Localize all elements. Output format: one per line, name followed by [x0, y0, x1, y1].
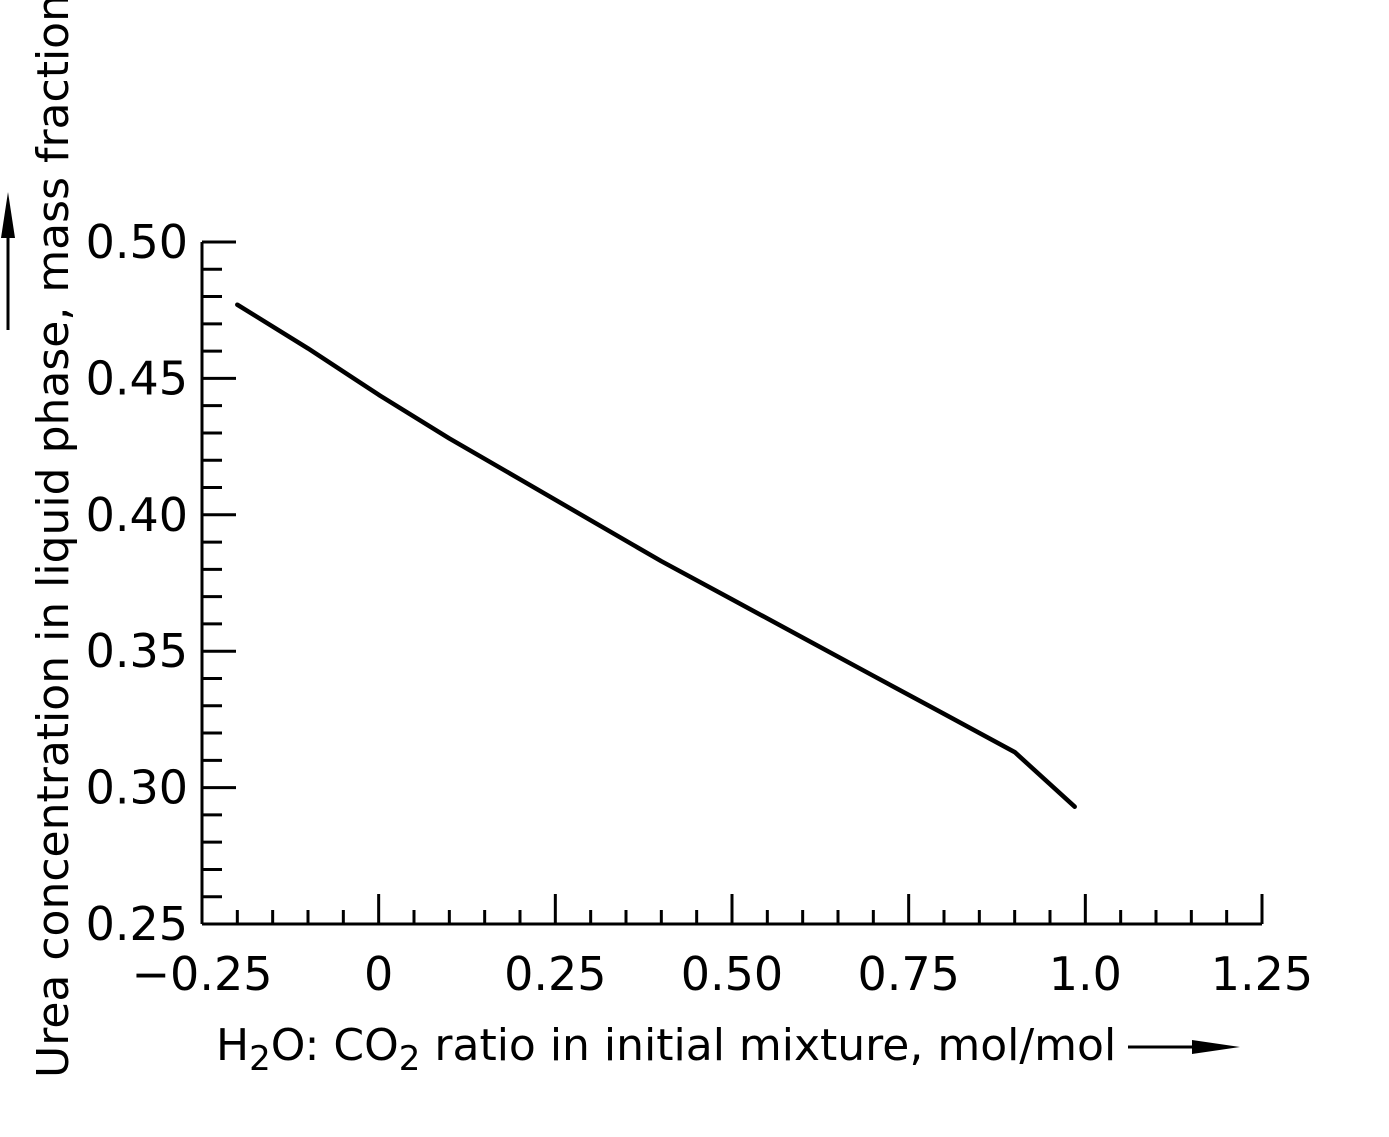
x-tick-label: 0.50 — [681, 947, 783, 1001]
series-layer — [235, 302, 1077, 809]
x-axis-arrow-icon — [1128, 1040, 1240, 1054]
x-tick-label: 1.0 — [1049, 947, 1122, 1001]
x-axis-label-subscript: 2 — [399, 1039, 421, 1079]
x-tick-label: 0.75 — [857, 947, 959, 1001]
y-tick-label: 0.45 — [86, 351, 188, 405]
x-axis-label-part: O: CO — [271, 1020, 399, 1071]
x-tick-label: 1.25 — [1211, 947, 1313, 1001]
y-tick-label: 0.35 — [86, 624, 188, 678]
y-tick-label: 0.50 — [86, 215, 188, 269]
series-line — [235, 302, 1077, 809]
x-tick-label: 0.25 — [504, 947, 606, 1001]
x-axis-label-part: H — [216, 1020, 249, 1071]
y-tick-label: 0.30 — [86, 761, 188, 815]
x-tick-label: 0 — [364, 947, 393, 1001]
x-tick-label: −0.25 — [132, 947, 273, 1001]
y-tick-label: 0.25 — [86, 897, 188, 951]
y-axis-label: Urea concentration in liquid phase, mass… — [28, 0, 79, 1078]
y-axis-arrow-icon — [1, 192, 15, 330]
x-axis-label-part: ratio in initial mixture, mol/mol — [420, 1020, 1116, 1071]
x-axis-label-subscript: 2 — [249, 1039, 271, 1079]
x-axis-label: H2O: CO2 ratio in initial mixture, mol/m… — [216, 1020, 1116, 1079]
axes: −0.25 0 0.25 0.50 0.75 1.0 1.25 0.25 0.30 0.35 0.4… — [86, 215, 1314, 1001]
y-tick-label: 0.40 — [86, 488, 188, 542]
